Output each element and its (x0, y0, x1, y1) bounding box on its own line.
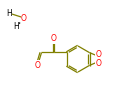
Text: O: O (51, 34, 57, 43)
Text: O: O (96, 59, 101, 68)
Text: H: H (13, 22, 19, 31)
Text: H: H (6, 9, 12, 18)
Text: O: O (34, 61, 40, 70)
Text: O: O (21, 14, 27, 22)
Text: O: O (96, 50, 101, 59)
